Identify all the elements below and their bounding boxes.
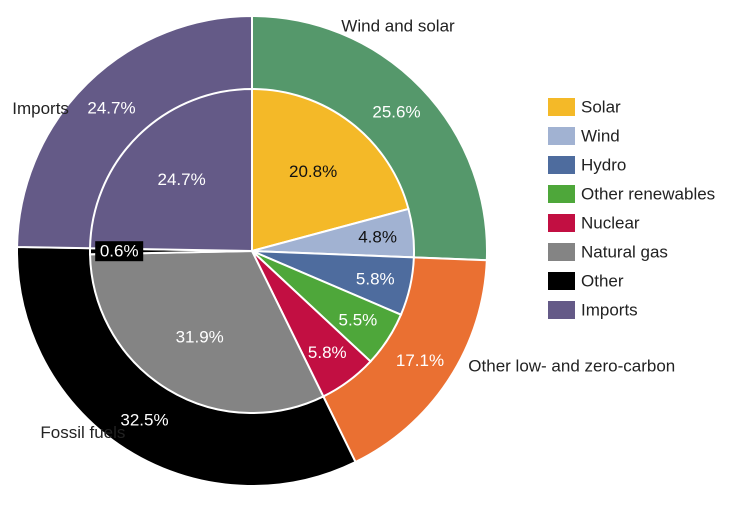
legend-swatch-solar — [548, 98, 575, 116]
outer-category-label-wind-and-solar: Wind and solar — [341, 17, 455, 36]
inner-value-label-nuclear: 5.8% — [308, 343, 347, 362]
legend-label-hydro: Hydro — [581, 156, 626, 175]
legend-label-wind: Wind — [581, 127, 620, 146]
inner-value-label-other-renewables: 5.5% — [339, 310, 378, 329]
inner-value-label-wind: 4.8% — [358, 227, 397, 246]
data-label-layer: 25.6% 17.1% 32.5% 24.7% Wind and solar Other … — [12, 17, 675, 442]
outer-value-label-fossil-fuels: 32.5% — [120, 411, 168, 430]
legend-label-other: Other — [581, 272, 624, 291]
inner-pie-layer — [88, 87, 415, 415]
inner-value-label-other: 0.6% — [100, 242, 139, 261]
legend-swatch-wind — [548, 127, 575, 145]
legend-label-nuclear: Nuclear — [581, 214, 640, 233]
outer-category-label-other-low-and-zero-carbon: Other low- and zero-carbon — [468, 357, 675, 376]
outer-value-label-wind-and-solar: 25.6% — [372, 103, 420, 122]
outer-category-label-imports: Imports — [12, 99, 69, 118]
outer-value-label-other-low-and-zero-carbon: 17.1% — [396, 351, 444, 370]
legend-label-solar: Solar — [581, 98, 621, 117]
inner-value-label-imports: 24.7% — [157, 170, 205, 189]
legend-swatch-other — [548, 272, 575, 290]
legend: Solar Wind Hydro Other renewables Nuclear Nat… — [548, 98, 715, 320]
legend-swatch-other-renewables — [548, 185, 575, 203]
inner-value-label-natural-gas: 31.9% — [176, 327, 224, 346]
inner-slice-imports — [89, 87, 253, 253]
legend-label-imports: Imports — [581, 301, 638, 320]
outer-category-label-fossil-fuels: Fossil fuels — [40, 423, 125, 442]
legend-swatch-hydro — [548, 156, 575, 174]
legend-swatch-imports — [548, 301, 575, 319]
legend-swatch-natural-gas — [548, 243, 575, 261]
outer-value-label-imports: 24.7% — [87, 99, 135, 118]
legend-swatch-nuclear — [548, 214, 575, 232]
inner-value-label-bg-other — [95, 241, 144, 262]
inner-value-label-hydro: 5.8% — [356, 269, 395, 288]
inner-slice-solar — [251, 87, 410, 253]
inner-value-label-solar: 20.8% — [289, 162, 337, 181]
legend-label-natural-gas: Natural gas — [581, 243, 668, 262]
legend-label-other-renewables: Other renewables — [581, 185, 715, 204]
inner-slice-natural-gas — [89, 249, 325, 415]
